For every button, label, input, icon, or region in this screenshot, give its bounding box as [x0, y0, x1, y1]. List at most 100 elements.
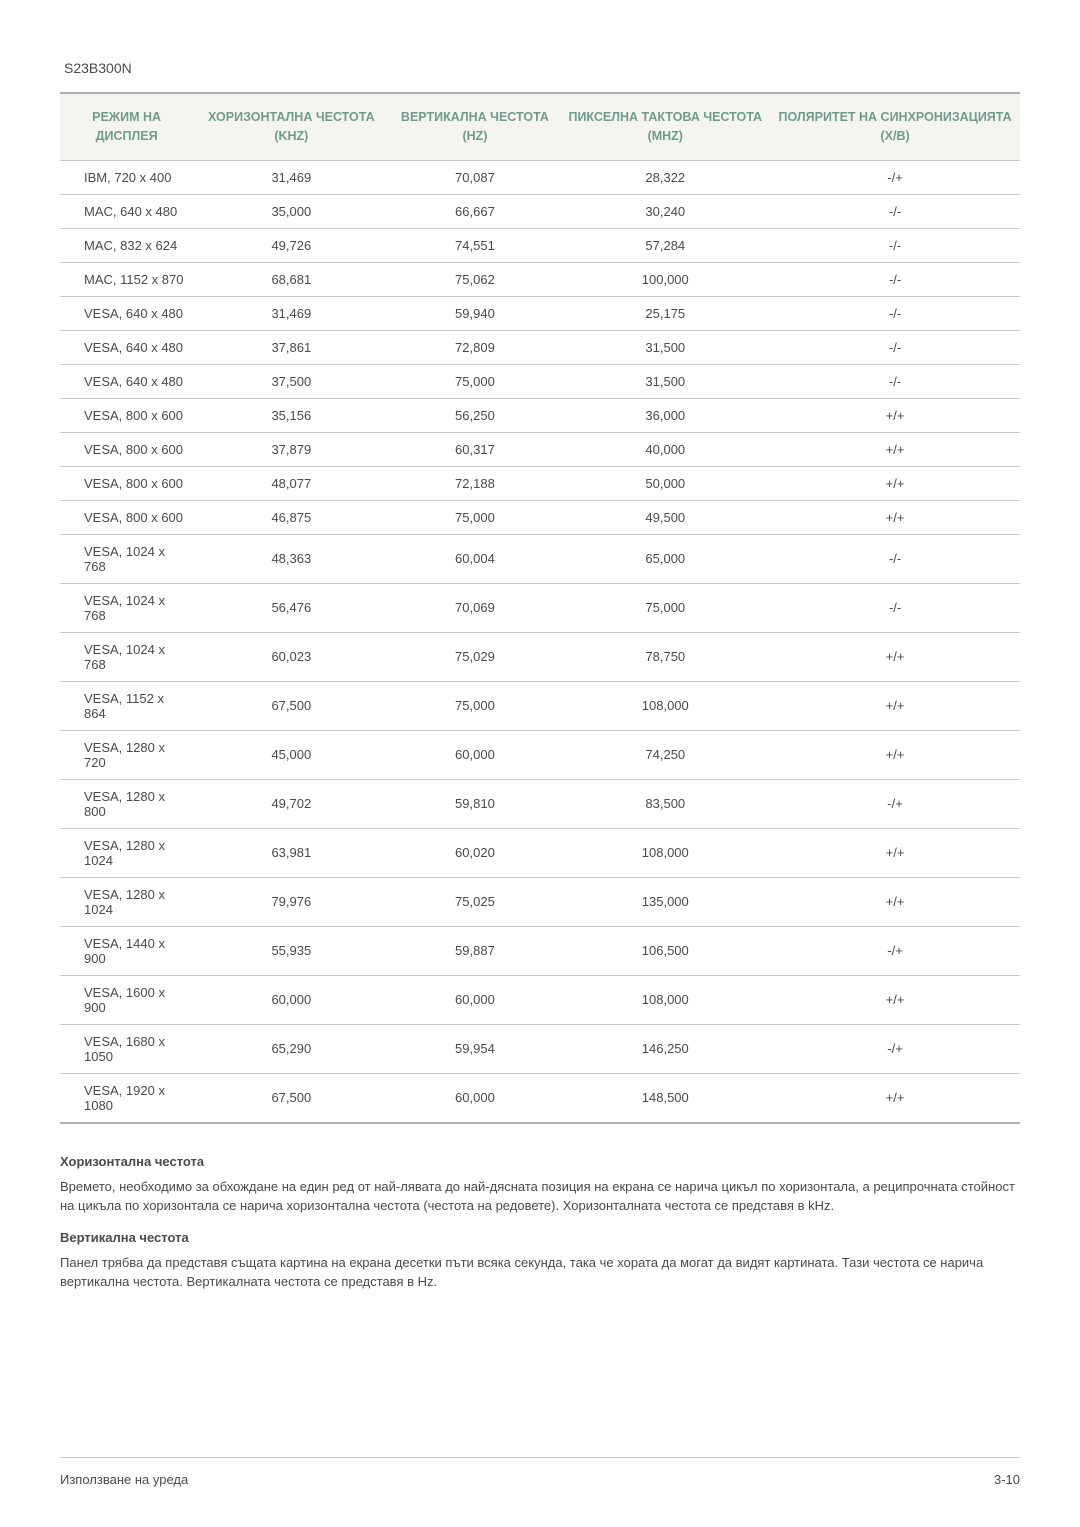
table-cell: +/+ [770, 500, 1020, 534]
table-cell: 56,476 [193, 583, 389, 632]
table-cell: 49,726 [193, 228, 389, 262]
table-cell: 59,887 [389, 926, 560, 975]
col-pixel-clock: ПИКСЕЛНА ТАКТОВА ЧЕСТОТА (MHZ) [560, 93, 770, 160]
table-cell: 35,156 [193, 398, 389, 432]
table-row: MAC, 1152 x 87068,68175,062100,000-/- [60, 262, 1020, 296]
table-cell: +/+ [770, 632, 1020, 681]
table-cell: 45,000 [193, 730, 389, 779]
table-cell: 48,077 [193, 466, 389, 500]
table-cell: 106,500 [560, 926, 770, 975]
table-cell: -/- [770, 330, 1020, 364]
table-cell: VESA, 1680 x 1050 [60, 1024, 193, 1073]
table-cell: 60,000 [389, 975, 560, 1024]
horizontal-freq-heading: Хоризонтална честота [60, 1154, 1020, 1169]
table-cell: 37,861 [193, 330, 389, 364]
table-cell: 75,029 [389, 632, 560, 681]
table-row: VESA, 1280 x 72045,00060,00074,250+/+ [60, 730, 1020, 779]
table-cell: 59,810 [389, 779, 560, 828]
table-cell: 60,317 [389, 432, 560, 466]
table-row: VESA, 1600 x 90060,00060,000108,000+/+ [60, 975, 1020, 1024]
table-row: VESA, 640 x 48037,50075,00031,500-/- [60, 364, 1020, 398]
table-cell: 146,250 [560, 1024, 770, 1073]
table-row: VESA, 640 x 48037,86172,80931,500-/- [60, 330, 1020, 364]
table-cell: +/+ [770, 432, 1020, 466]
table-cell: MAC, 640 x 480 [60, 194, 193, 228]
table-cell: 49,500 [560, 500, 770, 534]
table-cell: 60,000 [389, 1073, 560, 1123]
table-cell: +/+ [770, 681, 1020, 730]
table-cell: -/+ [770, 1024, 1020, 1073]
spec-table: РЕЖИМ НА ДИСПЛЕЯ ХОРИЗОНТАЛНА ЧЕСТОТА (K… [60, 92, 1020, 1124]
table-cell: +/+ [770, 975, 1020, 1024]
table-cell: 67,500 [193, 1073, 389, 1123]
table-cell: 50,000 [560, 466, 770, 500]
table-cell: +/+ [770, 730, 1020, 779]
table-cell: 60,020 [389, 828, 560, 877]
table-row: VESA, 1024 x 76848,36360,00465,000-/- [60, 534, 1020, 583]
table-row: MAC, 832 x 62449,72674,55157,284-/- [60, 228, 1020, 262]
table-cell: 108,000 [560, 975, 770, 1024]
table-cell: VESA, 1280 x 720 [60, 730, 193, 779]
table-cell: VESA, 800 x 600 [60, 500, 193, 534]
table-cell: 37,500 [193, 364, 389, 398]
footer-right: 3-10 [994, 1472, 1020, 1487]
table-cell: -/- [770, 534, 1020, 583]
table-cell: -/+ [770, 779, 1020, 828]
table-cell: MAC, 1152 x 870 [60, 262, 193, 296]
table-cell: 65,290 [193, 1024, 389, 1073]
table-row: VESA, 1280 x 102463,98160,020108,000+/+ [60, 828, 1020, 877]
table-cell: 46,875 [193, 500, 389, 534]
table-cell: -/+ [770, 926, 1020, 975]
table-cell: 72,188 [389, 466, 560, 500]
table-cell: 83,500 [560, 779, 770, 828]
table-cell: +/+ [770, 466, 1020, 500]
table-cell: VESA, 800 x 600 [60, 466, 193, 500]
table-cell: +/+ [770, 398, 1020, 432]
table-cell: -/- [770, 228, 1020, 262]
table-cell: 75,000 [389, 681, 560, 730]
table-row: VESA, 800 x 60046,87575,00049,500+/+ [60, 500, 1020, 534]
table-cell: 31,469 [193, 296, 389, 330]
table-cell: 74,551 [389, 228, 560, 262]
table-cell: 75,062 [389, 262, 560, 296]
table-cell: 56,250 [389, 398, 560, 432]
vertical-freq-heading: Вертикална честота [60, 1230, 1020, 1245]
notes-section: Хоризонтална честота Времето, необходимо… [60, 1154, 1020, 1292]
table-row: VESA, 800 x 60035,15656,25036,000+/+ [60, 398, 1020, 432]
table-row: VESA, 1920 x 108067,50060,000148,500+/+ [60, 1073, 1020, 1123]
table-cell: 75,000 [389, 364, 560, 398]
table-cell: VESA, 1280 x 1024 [60, 828, 193, 877]
table-cell: -/- [770, 296, 1020, 330]
table-row: MAC, 640 x 48035,00066,66730,240-/- [60, 194, 1020, 228]
table-cell: 36,000 [560, 398, 770, 432]
table-cell: MAC, 832 x 624 [60, 228, 193, 262]
horizontal-freq-text: Времето, необходимо за обхождане на един… [60, 1177, 1020, 1216]
table-cell: 60,000 [389, 730, 560, 779]
table-cell: 49,702 [193, 779, 389, 828]
table-cell: 60,023 [193, 632, 389, 681]
col-horizontal-freq: ХОРИЗОНТАЛНА ЧЕСТОТА (KHZ) [193, 93, 389, 160]
table-cell: -/+ [770, 160, 1020, 194]
vertical-freq-text: Панел трябва да представя същата картина… [60, 1253, 1020, 1292]
table-row: VESA, 800 x 60048,07772,18850,000+/+ [60, 466, 1020, 500]
table-cell: +/+ [770, 1073, 1020, 1123]
table-cell: 66,667 [389, 194, 560, 228]
table-cell: VESA, 640 x 480 [60, 296, 193, 330]
table-cell: 75,025 [389, 877, 560, 926]
table-cell: 59,940 [389, 296, 560, 330]
table-cell: 74,250 [560, 730, 770, 779]
table-cell: -/- [770, 262, 1020, 296]
table-cell: VESA, 800 x 600 [60, 398, 193, 432]
table-cell: 48,363 [193, 534, 389, 583]
table-cell: -/- [770, 583, 1020, 632]
table-cell: 65,000 [560, 534, 770, 583]
table-cell: 25,175 [560, 296, 770, 330]
col-display-mode: РЕЖИМ НА ДИСПЛЕЯ [60, 93, 193, 160]
table-cell: 31,500 [560, 364, 770, 398]
table-cell: 55,935 [193, 926, 389, 975]
col-vertical-freq: ВЕРТИКАЛНА ЧЕСТОТА (HZ) [389, 93, 560, 160]
table-row: VESA, 1280 x 102479,97675,025135,000+/+ [60, 877, 1020, 926]
table-cell: 28,322 [560, 160, 770, 194]
table-cell: 31,500 [560, 330, 770, 364]
table-cell: VESA, 1280 x 800 [60, 779, 193, 828]
